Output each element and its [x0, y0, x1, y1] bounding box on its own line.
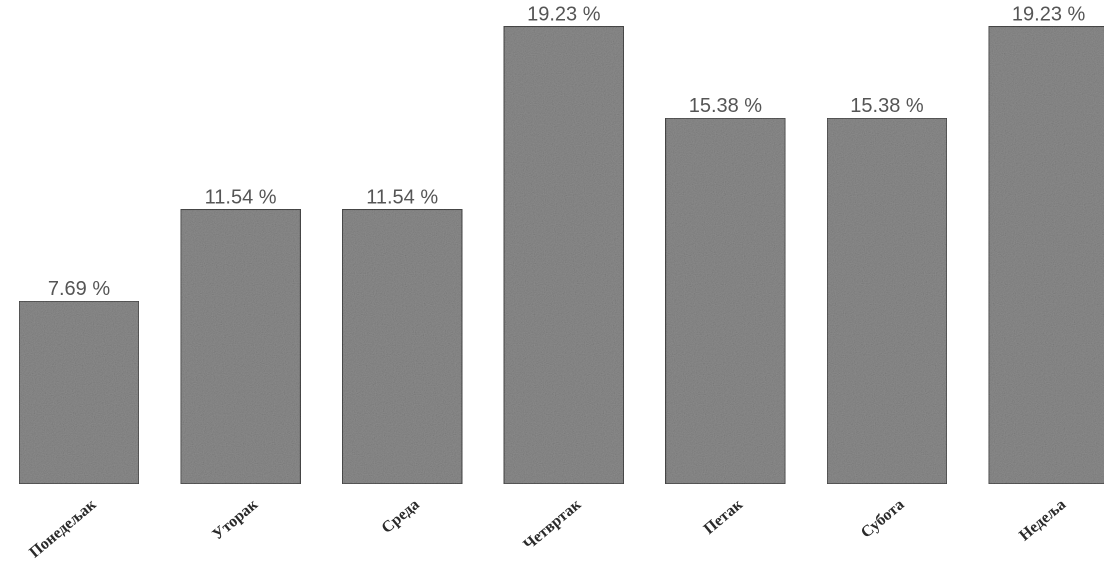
bars-group — [18, 25, 1104, 485]
bar-1 — [18, 300, 140, 485]
category-label-2: Уторак — [209, 496, 262, 544]
value-label-2: 11.54 % — [205, 186, 277, 208]
category-label-4: Четвртак — [520, 496, 585, 554]
value-label-7: 19.23 % — [1012, 3, 1086, 25]
value-label-1: 7.69 % — [48, 278, 110, 300]
bar-6 — [826, 117, 948, 485]
category-labels-group: Понедељак Уторак Среда Четвртак Петак Субота Н… — [26, 496, 1069, 562]
value-label-4: 19.23 % — [527, 3, 601, 25]
value-label-3: 11.54 % — [366, 186, 438, 208]
category-label-1: Понедељак — [26, 496, 100, 562]
category-label-7: Недеља — [1016, 496, 1069, 544]
bar-5 — [664, 117, 787, 485]
value-labels-group: 7.69 % 11.54 % 11.54 % 19.23 % 15.38 % 15.38 … — [48, 3, 1086, 300]
category-label-6: Субота — [858, 496, 908, 542]
bar-4 — [503, 25, 625, 485]
bar-2 — [179, 208, 302, 485]
bar-7 — [987, 25, 1104, 485]
value-label-5: 15.38 % — [689, 95, 763, 117]
category-label-3: Среда — [379, 496, 423, 537]
category-label-5: Петак — [701, 496, 747, 538]
bar-3 — [341, 208, 463, 485]
value-label-6: 15.38 % — [850, 95, 924, 117]
